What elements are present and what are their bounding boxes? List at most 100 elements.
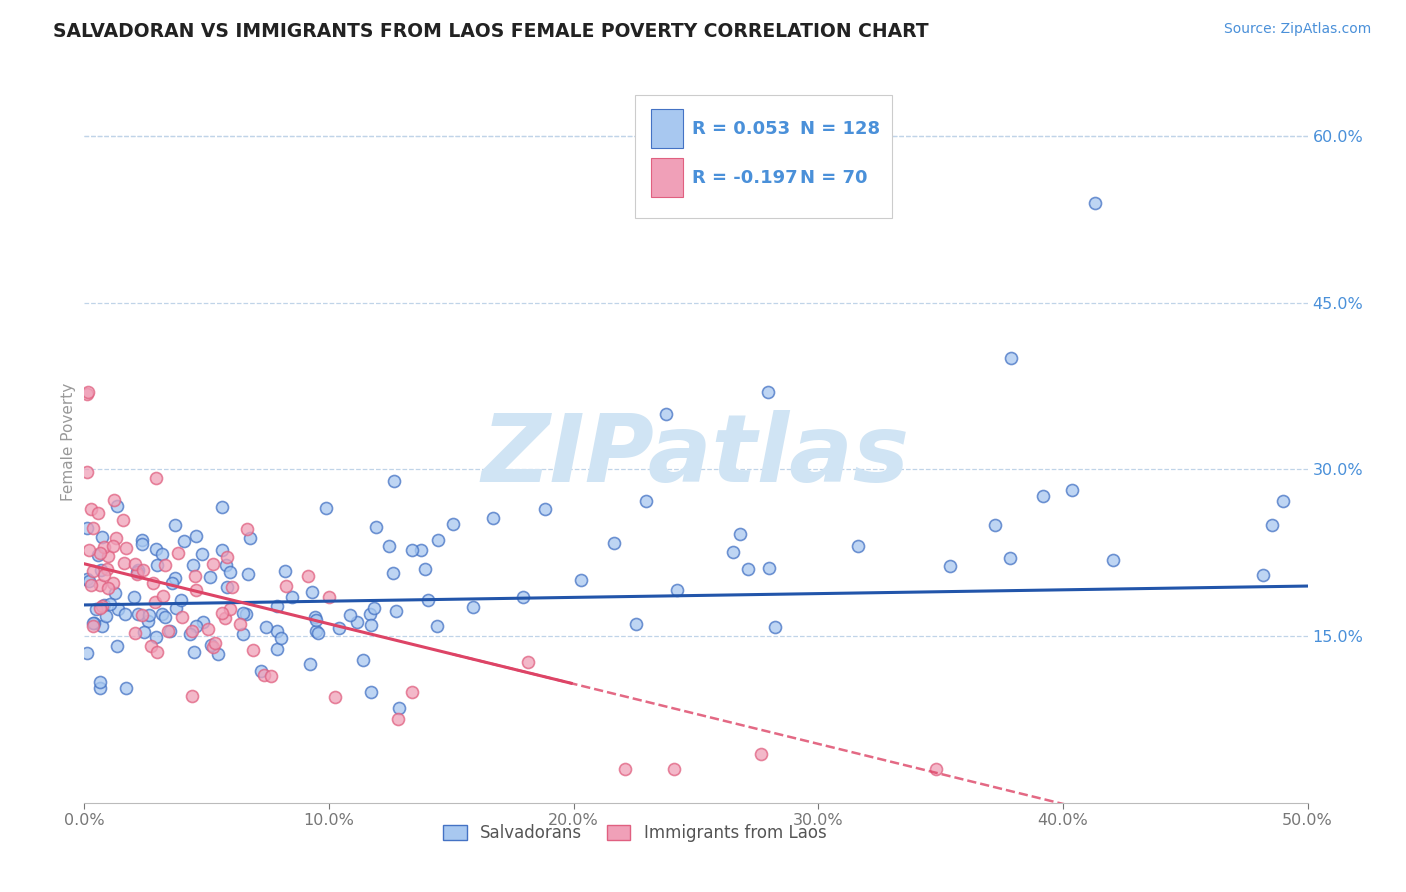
Point bbox=[339, 607, 361, 622]
Point bbox=[124, 626, 146, 640]
Point bbox=[517, 655, 540, 669]
Point bbox=[89, 546, 111, 560]
Point bbox=[105, 639, 128, 653]
Text: Source: ZipAtlas.com: Source: ZipAtlas.com bbox=[1223, 22, 1371, 37]
Point bbox=[359, 607, 381, 622]
Point bbox=[352, 653, 374, 667]
Point bbox=[91, 599, 114, 614]
Point bbox=[76, 646, 98, 660]
Point bbox=[181, 558, 204, 573]
Point bbox=[122, 590, 145, 604]
Point bbox=[382, 475, 405, 489]
Point bbox=[614, 763, 637, 777]
Point bbox=[232, 607, 254, 621]
Point bbox=[101, 576, 124, 591]
Point bbox=[97, 549, 120, 563]
Point bbox=[96, 562, 118, 576]
Point bbox=[461, 600, 484, 615]
Point bbox=[131, 537, 153, 551]
FancyBboxPatch shape bbox=[651, 109, 682, 148]
Point bbox=[266, 642, 288, 657]
Point bbox=[260, 669, 283, 683]
Point bbox=[758, 384, 780, 399]
Text: R = 0.053: R = 0.053 bbox=[692, 120, 790, 137]
Point bbox=[723, 545, 745, 559]
Point bbox=[235, 607, 257, 621]
FancyBboxPatch shape bbox=[651, 158, 682, 197]
Point bbox=[90, 563, 112, 577]
Point bbox=[512, 590, 534, 604]
Point bbox=[183, 645, 205, 659]
Point bbox=[155, 558, 177, 572]
Point bbox=[363, 601, 385, 615]
Point bbox=[104, 585, 127, 599]
Point bbox=[387, 713, 409, 727]
Point bbox=[114, 541, 136, 556]
Point bbox=[298, 657, 321, 671]
Point bbox=[162, 575, 184, 590]
Point bbox=[94, 609, 117, 624]
Text: ZIPatlas: ZIPatlas bbox=[482, 410, 910, 502]
Point bbox=[184, 529, 207, 543]
Point bbox=[142, 576, 165, 591]
Point bbox=[426, 533, 449, 547]
Point bbox=[366, 520, 388, 534]
Point bbox=[301, 585, 323, 599]
Point bbox=[125, 565, 148, 579]
Point bbox=[270, 631, 292, 645]
Point bbox=[378, 540, 401, 554]
Point bbox=[1251, 567, 1274, 582]
Point bbox=[76, 572, 98, 586]
Point bbox=[318, 591, 340, 605]
Point bbox=[925, 763, 948, 777]
Point bbox=[198, 570, 221, 584]
Point bbox=[315, 500, 337, 515]
Point bbox=[737, 562, 759, 576]
Point bbox=[89, 675, 111, 690]
Point bbox=[215, 558, 238, 572]
Point bbox=[180, 689, 202, 703]
Point bbox=[304, 624, 326, 638]
Point bbox=[114, 681, 136, 696]
Point bbox=[1000, 351, 1022, 366]
Point bbox=[82, 615, 104, 630]
Point bbox=[202, 557, 225, 571]
Point bbox=[323, 690, 346, 705]
Point bbox=[202, 640, 225, 654]
Point bbox=[254, 620, 277, 634]
Point bbox=[143, 595, 166, 609]
Point bbox=[91, 530, 114, 544]
Point bbox=[482, 511, 505, 525]
Point bbox=[1062, 483, 1084, 498]
Point bbox=[132, 563, 155, 577]
Point bbox=[98, 597, 121, 611]
Point bbox=[1271, 493, 1294, 508]
Point bbox=[200, 638, 222, 652]
Point bbox=[998, 551, 1021, 566]
Point bbox=[297, 569, 319, 583]
Point bbox=[82, 565, 104, 579]
Point bbox=[93, 568, 115, 582]
Point bbox=[1084, 195, 1107, 210]
Point bbox=[77, 543, 100, 558]
Point bbox=[184, 568, 207, 582]
Point bbox=[219, 602, 242, 616]
Point bbox=[146, 645, 169, 659]
Point bbox=[758, 560, 780, 574]
Point bbox=[229, 617, 252, 632]
Point bbox=[211, 500, 233, 514]
Point bbox=[104, 531, 127, 545]
Point bbox=[103, 493, 125, 508]
Point bbox=[215, 580, 238, 594]
Point bbox=[191, 615, 214, 629]
Point bbox=[413, 562, 436, 576]
Point bbox=[304, 609, 326, 624]
Point bbox=[360, 618, 382, 632]
Point bbox=[346, 615, 368, 629]
Point bbox=[82, 619, 104, 633]
Point bbox=[131, 533, 153, 548]
Point bbox=[173, 534, 195, 549]
Point bbox=[624, 617, 647, 632]
Point bbox=[655, 407, 678, 421]
Point bbox=[571, 574, 593, 588]
